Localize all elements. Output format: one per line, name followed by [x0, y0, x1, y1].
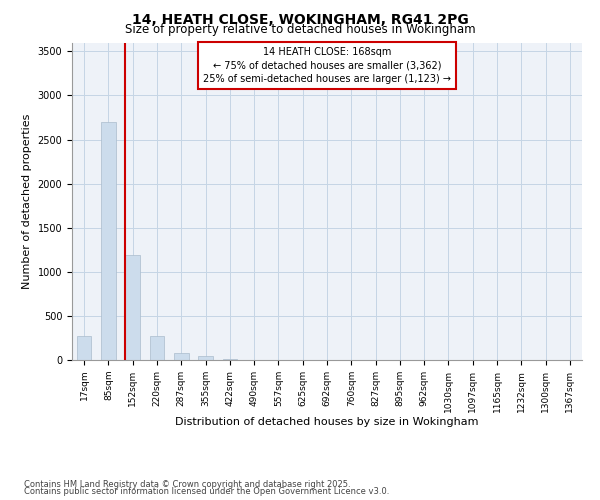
Y-axis label: Number of detached properties: Number of detached properties — [22, 114, 32, 289]
Bar — [150, 336, 164, 360]
Bar — [101, 122, 116, 360]
Bar — [174, 352, 188, 360]
Text: Contains public sector information licensed under the Open Government Licence v3: Contains public sector information licen… — [24, 487, 389, 496]
Bar — [198, 356, 213, 360]
Bar — [223, 359, 237, 360]
Text: 14 HEATH CLOSE: 168sqm
← 75% of detached houses are smaller (3,362)
25% of semi-: 14 HEATH CLOSE: 168sqm ← 75% of detached… — [203, 48, 451, 84]
Text: Contains HM Land Registry data © Crown copyright and database right 2025.: Contains HM Land Registry data © Crown c… — [24, 480, 350, 489]
X-axis label: Distribution of detached houses by size in Wokingham: Distribution of detached houses by size … — [175, 418, 479, 428]
Bar — [125, 255, 140, 360]
Text: 14, HEATH CLOSE, WOKINGHAM, RG41 2PG: 14, HEATH CLOSE, WOKINGHAM, RG41 2PG — [131, 12, 469, 26]
Bar — [77, 336, 91, 360]
Text: Size of property relative to detached houses in Wokingham: Size of property relative to detached ho… — [125, 22, 475, 36]
